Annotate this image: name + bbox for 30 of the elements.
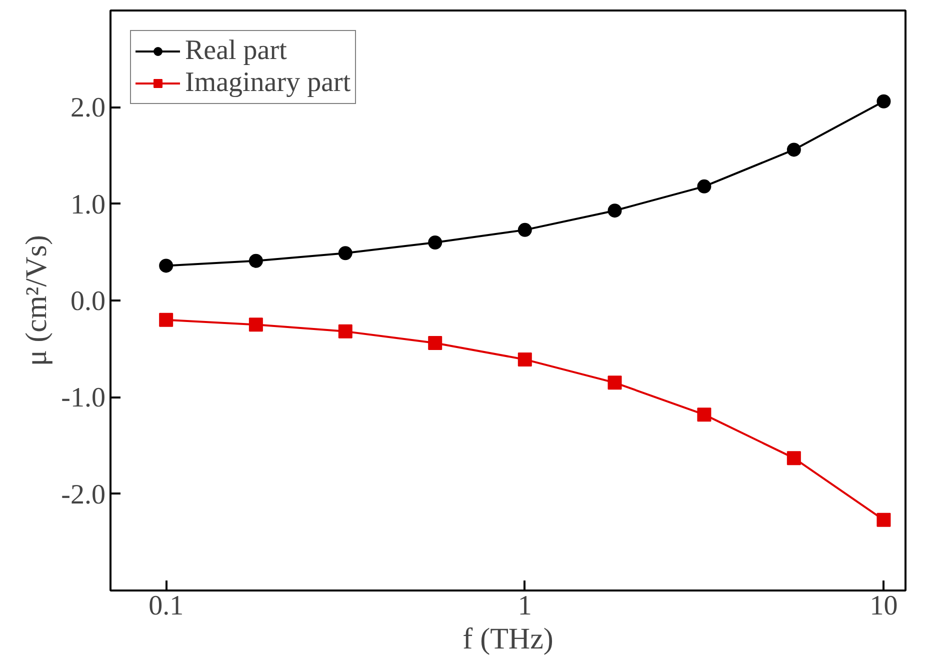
point (428, 336, 442, 350)
legend-label: Imaginary part (185, 67, 351, 99)
point (159, 258, 174, 273)
point (697, 179, 712, 194)
point (248, 318, 263, 332)
x-axis-title: f (THz) (462, 622, 554, 656)
point (697, 408, 712, 422)
x-tick-label: 1 (518, 590, 532, 622)
point (518, 222, 532, 237)
point (159, 312, 174, 327)
legend-label: Real part (185, 35, 287, 67)
y-axis-title: μ (cm²/Vs) (20, 235, 54, 366)
point (338, 324, 352, 338)
point (248, 254, 263, 268)
x-tick-label: 0.1 (148, 590, 184, 622)
point (786, 451, 801, 466)
point (876, 94, 891, 108)
y-tick-label: 2.0 (70, 92, 106, 124)
point (608, 204, 622, 218)
x-tick-label: 10 (870, 590, 898, 622)
y-tick-label: -1.0 (61, 382, 106, 414)
y-tick-label: 0.0 (70, 286, 106, 317)
y-tick-label: 1.0 (70, 189, 106, 220)
point (428, 236, 442, 250)
point (608, 376, 622, 390)
y-tick-label: -2.0 (61, 479, 106, 510)
point (876, 512, 891, 527)
point (518, 352, 532, 366)
point (786, 142, 801, 157)
point (338, 246, 352, 260)
